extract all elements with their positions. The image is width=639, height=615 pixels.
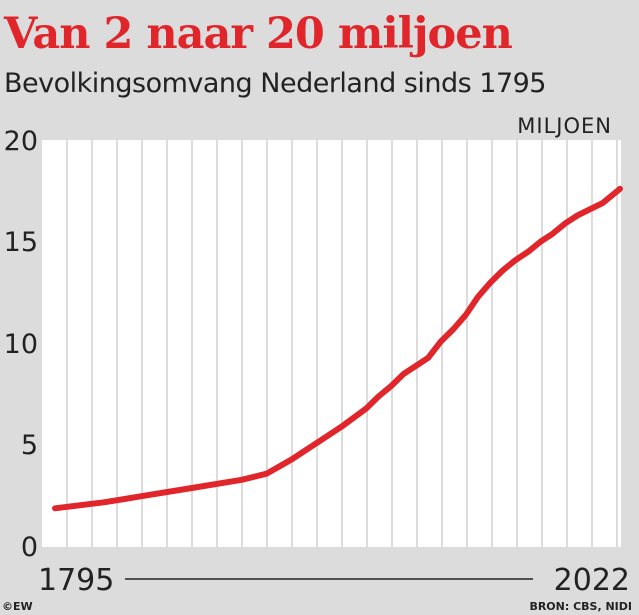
source-label: BRON: CBS, NIDI [529,600,632,613]
y-tick-label: 20 [4,126,38,157]
credit-label: ©EW [2,600,33,613]
chart-subtitle: Bevolkingsomvang Nederland sinds 1795 [4,68,546,99]
x-tick-end: 2022 [554,563,630,598]
y-tick-label: 15 [4,227,38,258]
y-tick-label: 10 [4,329,38,360]
x-tick-start: 1795 [38,563,114,598]
unit-label: MILJOEN [517,114,612,138]
y-tick-label: 5 [21,430,38,461]
plot-area [42,140,621,547]
y-tick-label: 0 [21,532,38,563]
grid-lines [66,140,618,547]
chart-title: Van 2 naar 20 miljoen [3,9,513,59]
population-line [52,185,623,512]
y-axis-ticks: 0 5 10 15 20 [4,126,38,563]
